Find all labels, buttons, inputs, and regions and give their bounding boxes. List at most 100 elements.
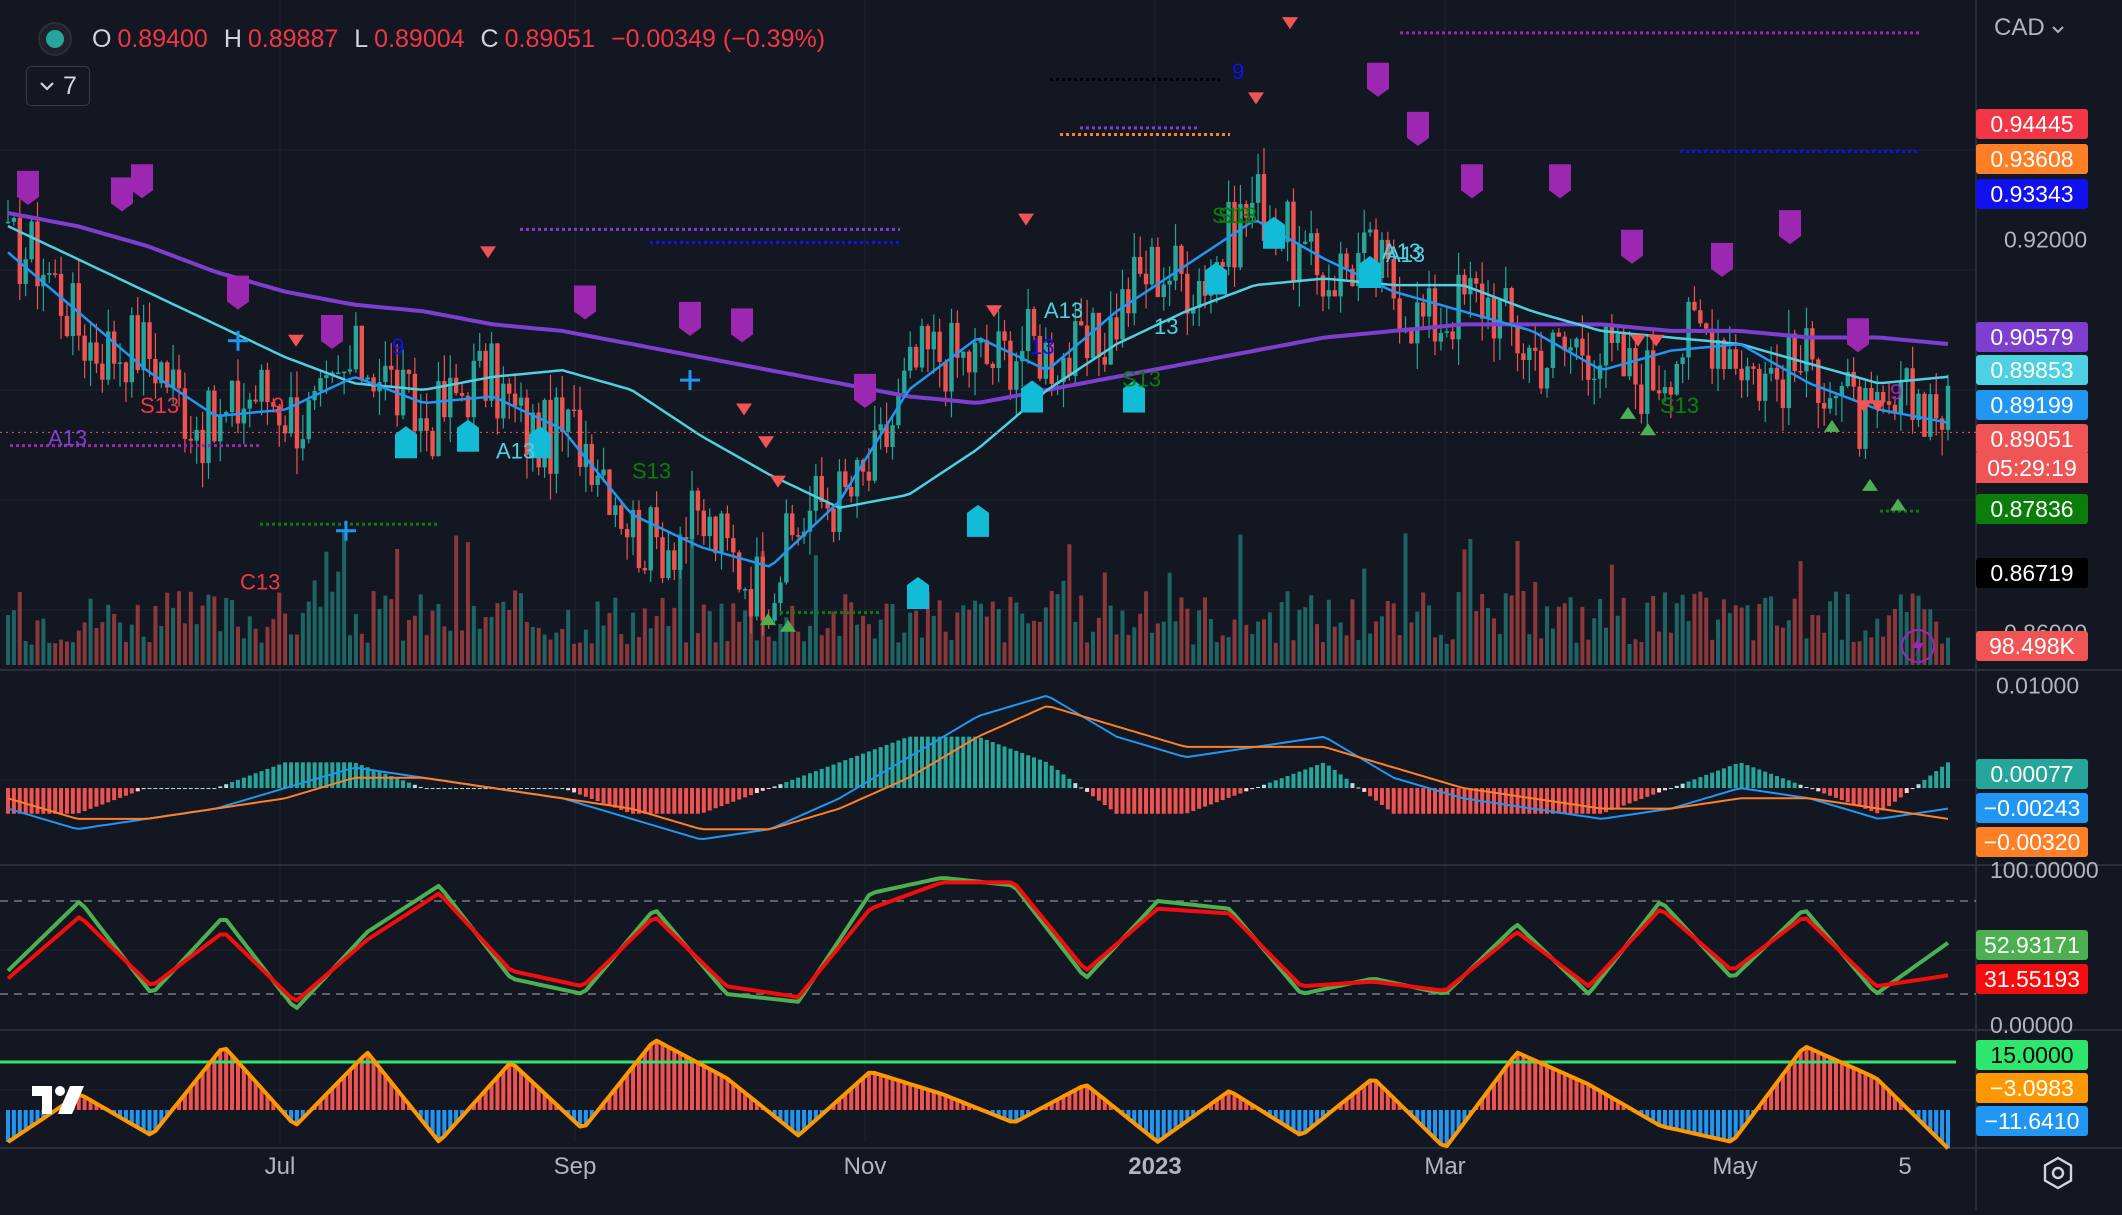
candle-body: [383, 365, 388, 383]
volume-bar: [831, 611, 836, 665]
oscillator-bar: [642, 1051, 647, 1110]
macd-histogram-bar: [1527, 788, 1532, 814]
volume-bar: [1704, 597, 1709, 665]
cyan-flag-marker: [1205, 262, 1227, 295]
candle-body: [94, 342, 99, 364]
candle-body: [76, 283, 81, 336]
lightning-icon[interactable]: [1900, 628, 1936, 664]
volume-bar: [619, 634, 624, 665]
macd-histogram-bar: [577, 788, 582, 795]
macd-histogram-bar: [106, 788, 111, 803]
volume-bar: [542, 634, 547, 665]
candle-body: [100, 363, 105, 380]
down-triangle-marker: [1648, 334, 1664, 347]
volume-bar: [931, 615, 936, 665]
candle-body: [442, 381, 447, 418]
oscillator-bar: [784, 1110, 789, 1126]
oscillator-bar: [1887, 1090, 1892, 1110]
macd-histogram-bar: [318, 762, 323, 789]
volume-bar: [259, 642, 264, 665]
candle-body: [406, 369, 412, 374]
volume-bar: [182, 623, 187, 665]
volume-bar: [141, 636, 146, 665]
oscillator-bar: [247, 1075, 252, 1110]
macd-histogram-bar: [1869, 788, 1874, 812]
currency-selector[interactable]: CAD: [1994, 14, 2065, 42]
macd-histogram-bar: [1574, 788, 1579, 814]
candle-body: [843, 471, 848, 488]
symbol-icon[interactable]: [38, 22, 72, 56]
oscillator-bar: [554, 1104, 559, 1110]
oscillator-bar: [29, 1110, 34, 1127]
candle-body: [636, 509, 642, 568]
macd-histogram-bar: [524, 788, 529, 790]
macd-histogram-bar: [47, 788, 52, 814]
macd-histogram-bar: [1668, 788, 1673, 790]
macd-histogram-bar: [342, 762, 347, 789]
volume-bar: [53, 643, 58, 665]
macd-histogram-bar: [925, 736, 930, 789]
volume-bar: [772, 641, 777, 665]
oscillator-bar: [1810, 1049, 1815, 1110]
macd-histogram-bar: [1739, 762, 1744, 789]
volume-bar: [377, 608, 382, 665]
logo-icon: [32, 1086, 84, 1114]
candle-body: [1485, 297, 1491, 319]
up-triangle-marker: [1862, 478, 1878, 491]
macd-histogram-bar: [436, 788, 441, 790]
volume-bar: [194, 624, 199, 665]
volume-bar: [1533, 582, 1538, 665]
volume-bar: [766, 636, 771, 665]
candle-body: [666, 550, 671, 579]
volume-bar: [1049, 590, 1054, 665]
volume-bar: [1256, 621, 1261, 665]
candle-body: [359, 325, 364, 380]
candle-body: [288, 397, 294, 434]
oscillator-bar: [1226, 1091, 1231, 1110]
macd-histogram-bar: [1810, 788, 1815, 790]
volume-bar: [342, 531, 347, 665]
macd-histogram-bar: [784, 782, 789, 789]
value-tag-box: [1976, 1106, 2088, 1136]
gear-icon[interactable]: [2040, 1155, 2076, 1191]
macd-histogram-bar: [312, 762, 317, 789]
volume-bar: [1539, 638, 1544, 665]
oscillator-bar: [265, 1094, 270, 1110]
candle-body: [1792, 333, 1797, 372]
macd-histogram-bar: [165, 788, 170, 790]
oscillator-bar: [324, 1094, 329, 1110]
indicators-toggle-button[interactable]: 7: [26, 66, 90, 106]
macd-histogram-bar: [1132, 788, 1137, 814]
purple-flag-marker: [854, 373, 876, 408]
macd-histogram-bar: [725, 788, 730, 804]
volume-bar: [383, 595, 388, 665]
oscillator-bar: [695, 1062, 700, 1110]
oscillator-bar: [1444, 1110, 1449, 1147]
volume-bar: [725, 641, 730, 665]
candle-body: [565, 409, 571, 432]
down-triangle-marker: [1248, 92, 1264, 105]
candle-body: [123, 362, 129, 383]
oscillator-bar: [1462, 1110, 1467, 1123]
candle-body: [595, 475, 600, 485]
cyan-flag-marker: [1123, 380, 1145, 413]
oscillator-bar: [230, 1055, 235, 1110]
candle-body: [483, 350, 488, 401]
candle-body: [453, 377, 459, 394]
candle-body: [707, 516, 712, 537]
volume-bar: [1686, 621, 1691, 665]
macd-histogram-bar: [1409, 788, 1414, 814]
candle-body: [719, 513, 724, 554]
macd-histogram-bar: [1910, 788, 1915, 790]
candle-body: [1615, 334, 1620, 343]
oscillator-bar: [937, 1093, 942, 1110]
macd-histogram-bar: [890, 742, 895, 789]
volume-bar: [819, 635, 824, 665]
candle-body: [1544, 368, 1550, 389]
candle-body: [1391, 258, 1396, 299]
down-triangle-marker: [288, 334, 304, 347]
candle-body: [784, 513, 789, 583]
oscillator-bar: [666, 1046, 671, 1110]
